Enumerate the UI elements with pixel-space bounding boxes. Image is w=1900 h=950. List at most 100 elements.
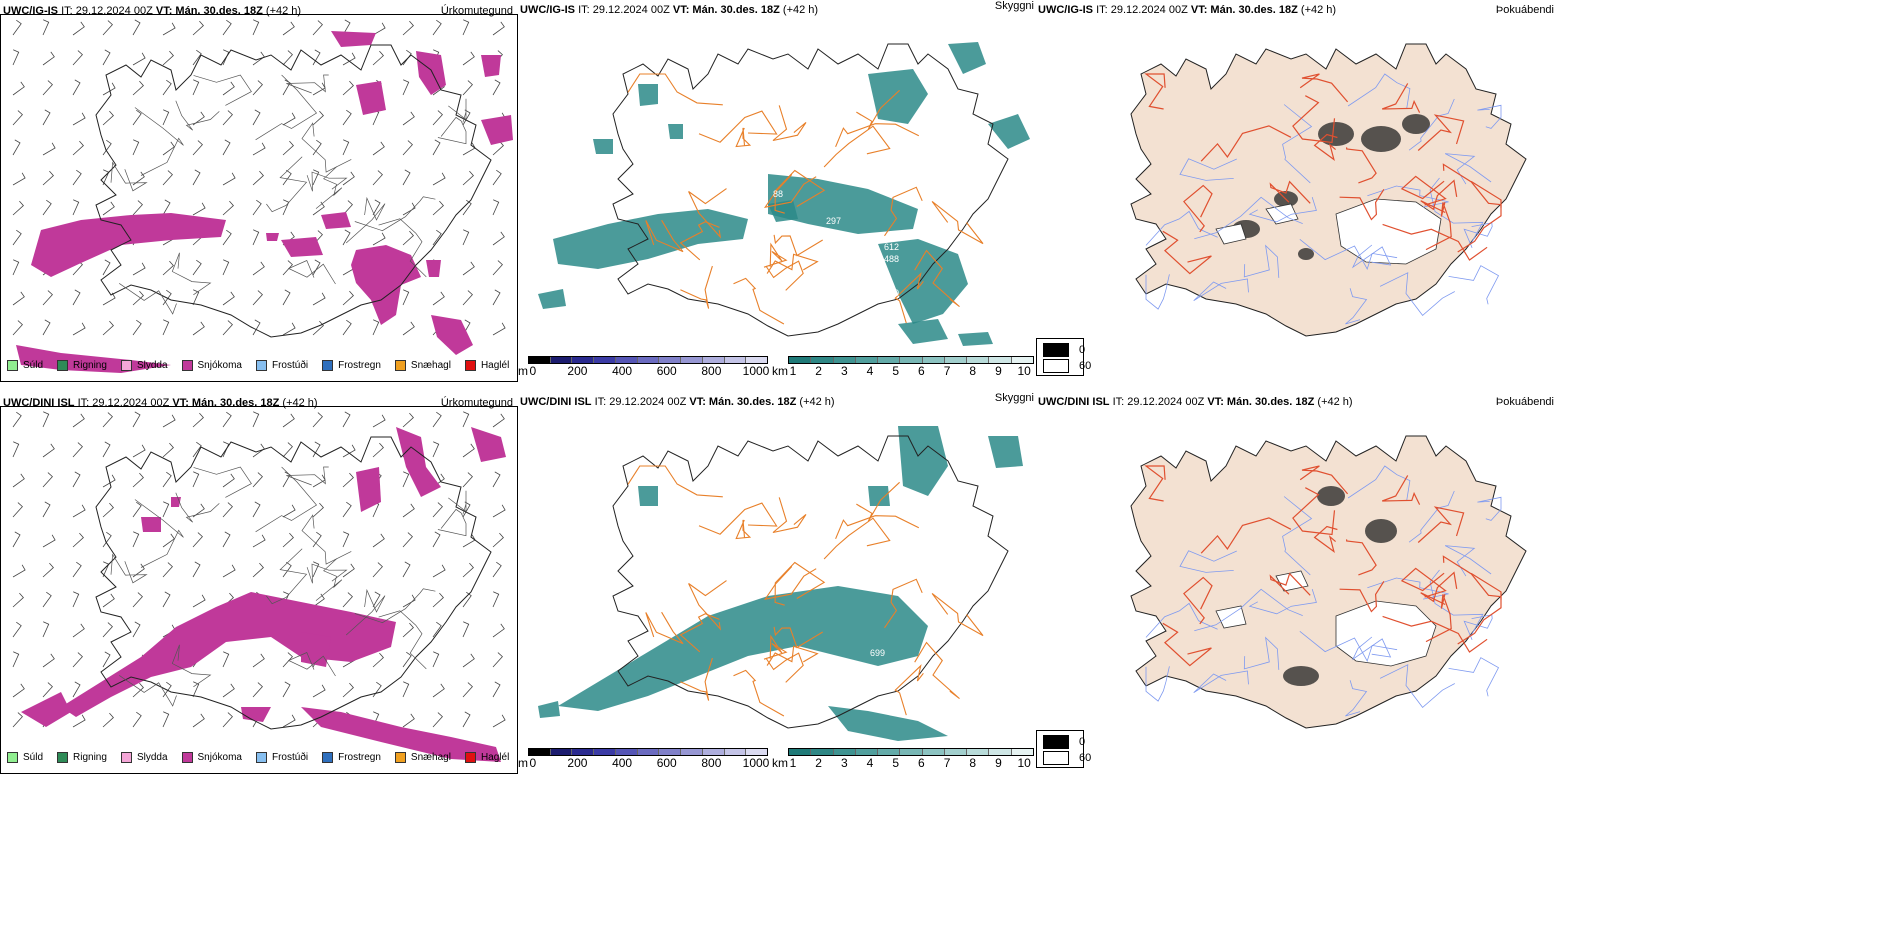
line-segment (345, 196, 386, 244)
line-segment (119, 675, 177, 707)
line-segment (823, 125, 891, 168)
wind-barb (492, 199, 500, 216)
legend-swatch (322, 752, 334, 763)
colorbar-cell (967, 357, 990, 363)
wind-barb (222, 139, 231, 156)
wind-barb (192, 471, 200, 488)
line-segment (772, 105, 807, 142)
wind-barb (372, 232, 386, 246)
wind-barb (132, 319, 142, 336)
wind-barb (162, 711, 170, 728)
wind-barb (132, 472, 144, 488)
wind-barb (372, 50, 384, 66)
colorbar-cell (878, 749, 901, 755)
wind-barb (432, 110, 443, 126)
wind-barb (102, 712, 114, 728)
legend-swatch (120, 752, 132, 763)
line-segment (765, 652, 804, 683)
wind-barb (492, 79, 501, 96)
wind-barb (312, 82, 326, 96)
line-segment (1345, 680, 1368, 717)
wind-barb (492, 231, 505, 246)
line-segment (1346, 147, 1377, 184)
wind-barb (162, 289, 172, 306)
colorbar-cell (967, 749, 990, 755)
line-segment (1347, 73, 1411, 109)
visibility-value-label: 83 (744, 695, 754, 705)
wind-barb (132, 531, 140, 548)
field-name: Þokuábendi (1495, 396, 1554, 408)
wind-barb (342, 139, 350, 156)
wind-barb (222, 49, 230, 66)
colorbar-tick-label: 1 (789, 364, 797, 378)
precip-legend: Súld Rigning Slydda Snjókoma Frostúði Frostre… (7, 360, 523, 371)
wind-barb (102, 651, 111, 668)
wind-barb (42, 501, 51, 518)
wind-barb (12, 502, 23, 518)
line-segment (119, 283, 177, 315)
line-segment (627, 73, 723, 106)
wind-barb (162, 170, 173, 186)
wind-barb (42, 319, 51, 336)
wind-barb (432, 564, 446, 578)
wind-barb (12, 473, 25, 488)
line-segment (763, 634, 788, 660)
wind-barb (12, 229, 22, 246)
wind-barb (342, 563, 355, 578)
colorbar-cell (989, 749, 1012, 755)
legend-item: Haglél (464, 752, 509, 763)
line-segment (1408, 490, 1455, 543)
legend-label: Rigning (73, 360, 107, 371)
wind-barb (342, 171, 355, 186)
colorbar-cell (1011, 749, 1033, 755)
wind-barb (102, 201, 115, 216)
wind-barb (432, 683, 445, 698)
legend-item: Frostúði (255, 752, 309, 763)
height-unit: m (518, 364, 528, 378)
wind-barb (282, 413, 295, 428)
colorbar-cell (724, 357, 747, 363)
line-segment (266, 548, 308, 605)
colorbar-cell (789, 749, 812, 755)
line-segment (1292, 95, 1336, 144)
wind-barb (372, 170, 383, 186)
wind-barb (102, 622, 113, 638)
colorbar-cell (615, 749, 638, 755)
wind-barb (492, 322, 506, 336)
wind-barb (432, 172, 446, 186)
legend-label: Slydda (136, 360, 168, 371)
legend-item: Snæhagl (394, 360, 451, 371)
wind-barb (12, 441, 20, 458)
road-lines (1144, 465, 1502, 667)
wind-barb (12, 139, 21, 156)
line-segment (255, 74, 318, 141)
wind-barb (462, 501, 471, 518)
wind-barb (252, 411, 260, 428)
line-segment (437, 116, 467, 145)
line-segment (1339, 580, 1385, 613)
line-segment (1382, 223, 1488, 261)
legend-item: Frostregn (322, 360, 381, 371)
wind-barb (252, 290, 263, 306)
wind-barb (132, 52, 146, 66)
wind-barb (162, 50, 174, 66)
wind-barb (372, 652, 384, 668)
wind-barb (432, 200, 444, 216)
wind-barb (42, 199, 52, 216)
legend-label: Frostúði (271, 752, 309, 763)
line-segment (1347, 465, 1411, 501)
wind-barb (312, 110, 324, 126)
wind-barb (432, 19, 442, 36)
wind-barb (102, 531, 112, 548)
wind-barb (252, 501, 261, 518)
wind-barb (222, 110, 233, 126)
colorbar-cell (659, 749, 682, 755)
legend-label: Rigning (73, 752, 107, 763)
line-segment (286, 74, 329, 94)
iceland-outline (612, 435, 1009, 729)
wind-barb (372, 199, 381, 216)
line-segment (1299, 238, 1398, 271)
wind-barb (342, 229, 351, 246)
line-segment (287, 652, 336, 677)
wind-barb (162, 199, 171, 216)
